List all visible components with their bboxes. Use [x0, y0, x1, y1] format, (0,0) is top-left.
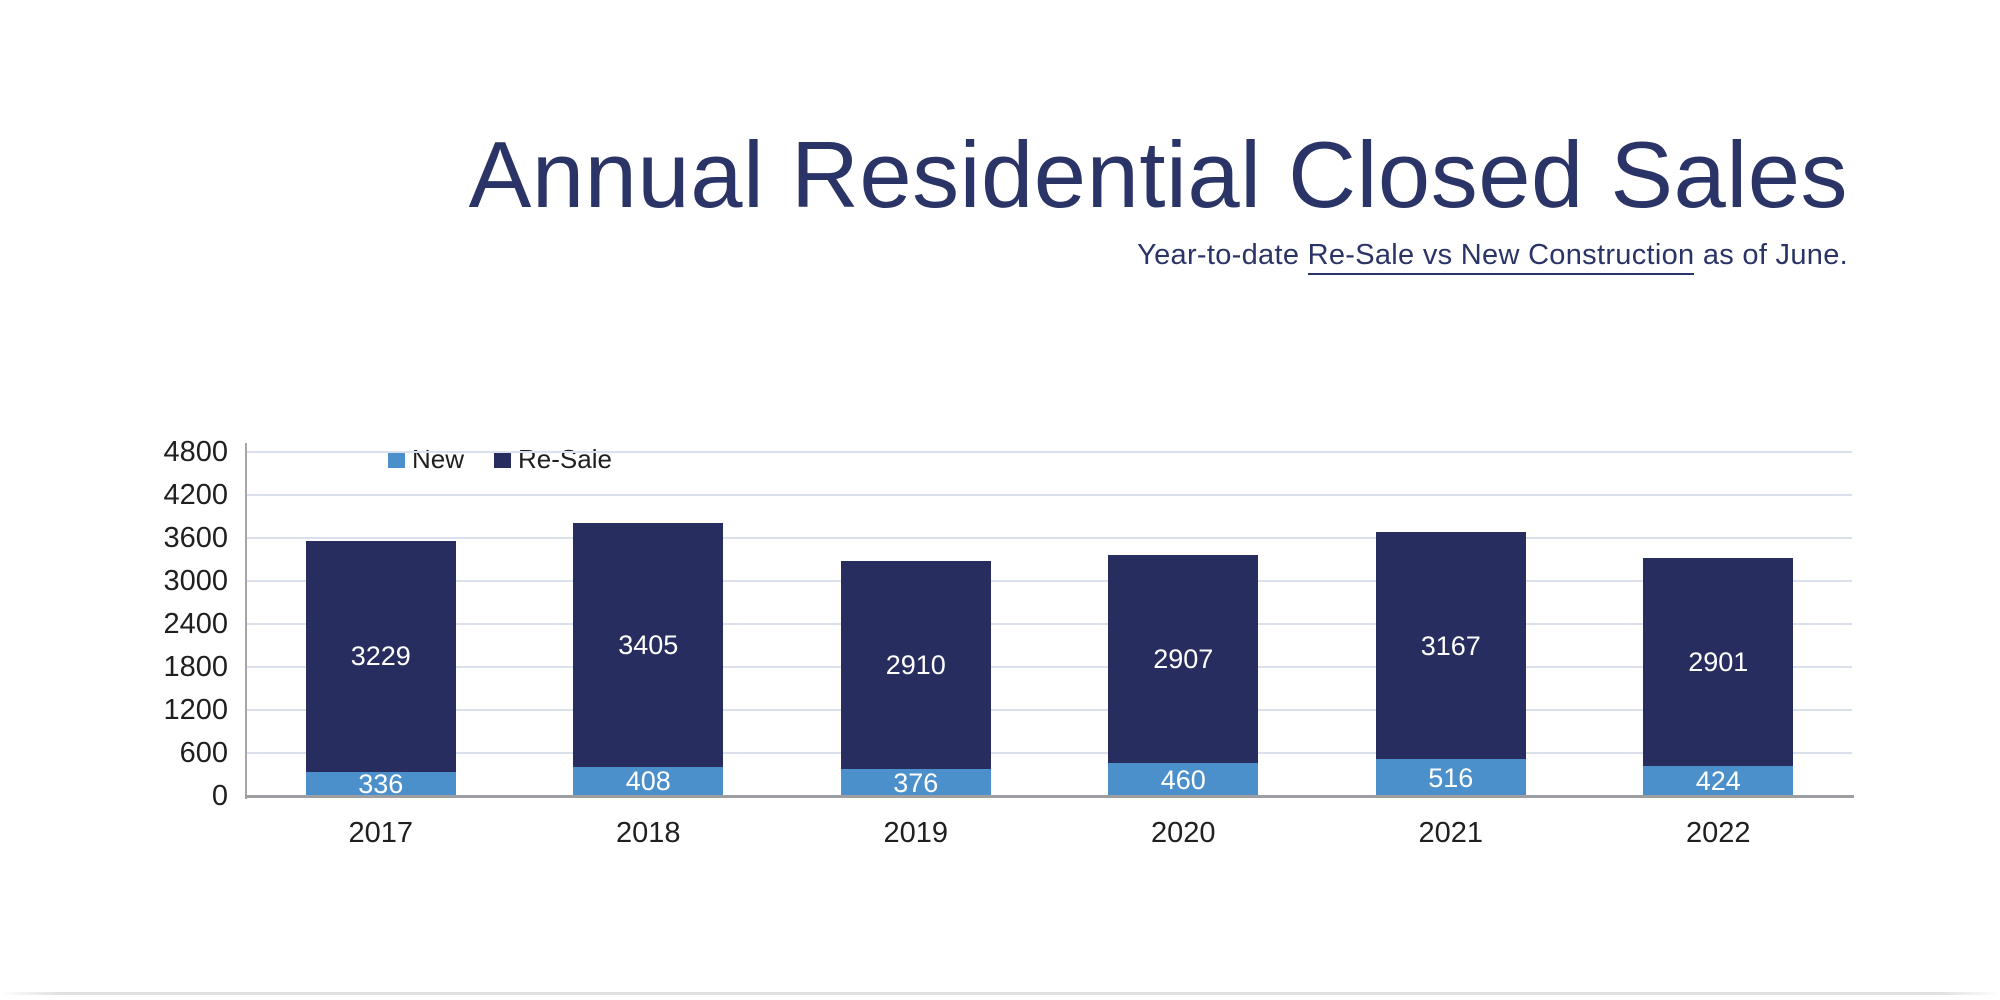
legend-label: Re-Sale	[518, 444, 612, 474]
y-axis-tick-label: 2400	[163, 608, 228, 640]
bar-segment-new-2022	[1643, 765, 1794, 796]
y-axis-tick-label: 4800	[163, 436, 228, 468]
x-axis-label-2021: 2021	[1418, 817, 1483, 849]
bar-value-label-new: 516	[1428, 762, 1474, 793]
gridline	[247, 451, 1852, 453]
bar-segment-resale-2019	[840, 560, 991, 770]
bar-segment-resale-2020	[1108, 554, 1259, 764]
subtitle-suffix: as of June.	[1694, 239, 1848, 271]
x-axis-label-2018: 2018	[615, 817, 681, 849]
bar-value-label-new: 460	[1160, 764, 1206, 795]
page-bottom-edge	[0, 992, 2000, 995]
gridline	[247, 580, 1852, 582]
legend-label: New	[412, 444, 465, 474]
legend-swatch-icon	[494, 450, 512, 468]
bar-value-label-resale: 2907	[1153, 643, 1214, 674]
bar-segment-new-2021	[1375, 759, 1526, 796]
bar-segment-new-2020	[1108, 763, 1259, 796]
x-axis-label-2020: 2020	[1150, 817, 1216, 849]
bar-segment-new-2018	[573, 766, 724, 796]
gridline	[247, 752, 1852, 754]
legend-item-re-sale: Re-Sale	[494, 446, 612, 472]
gridline	[247, 709, 1852, 711]
bar-value-label-new: 336	[358, 768, 404, 799]
gridline	[247, 537, 1852, 539]
subtitle-prefix: Year-to-date	[1137, 239, 1308, 271]
subtitle-underlined: Re-Sale vs New Construction	[1307, 239, 1695, 275]
y-axis-line	[245, 443, 247, 799]
y-axis-tick-label: 1800	[163, 651, 228, 683]
bar-segment-new-2019	[840, 769, 991, 796]
bar-value-label-new: 376	[893, 767, 939, 798]
page-title: Annual Residential Closed Sales	[468, 122, 1848, 227]
bar-segment-new-2017	[305, 771, 456, 796]
x-axis-line	[245, 795, 1854, 798]
bar-value-label-resale: 2901	[1688, 646, 1749, 677]
bar-value-label-resale: 3229	[350, 641, 411, 672]
x-axis-label-2017: 2017	[348, 817, 413, 849]
legend-swatch-icon	[388, 450, 405, 468]
gridline	[247, 494, 1852, 496]
x-axis-label-2022: 2022	[1685, 817, 1751, 849]
page-subtitle: Year-to-date Re-Sale vs New Construction…	[1137, 238, 1848, 275]
bar-value-label-new: 424	[1695, 765, 1741, 796]
y-axis-tick-label: 0	[211, 780, 228, 812]
gridline	[247, 623, 1852, 625]
bar-value-label-resale: 2910	[885, 649, 946, 680]
bar-value-label-resale: 3167	[1420, 630, 1481, 661]
bar-segment-resale-2022	[1643, 557, 1794, 766]
legend-item-new: New	[388, 446, 464, 472]
y-axis-tick-label: 1200	[163, 694, 228, 726]
bar-segment-resale-2021	[1375, 532, 1526, 759]
bar-segment-resale-2017	[305, 540, 456, 772]
bar-value-label-resale: 3405	[618, 629, 679, 660]
y-axis-tick-label: 3600	[163, 522, 228, 554]
x-axis-label-2019: 2019	[883, 817, 948, 849]
y-axis-tick-label: 600	[179, 737, 228, 769]
bar-segment-resale-2018	[573, 522, 724, 767]
gridline	[247, 666, 1852, 668]
bar-value-label-new: 408	[625, 766, 671, 797]
y-axis-tick-label: 4200	[163, 479, 228, 511]
chart-legend: New Re-Sale	[388, 446, 612, 472]
y-axis-tick-label: 3000	[163, 565, 228, 597]
